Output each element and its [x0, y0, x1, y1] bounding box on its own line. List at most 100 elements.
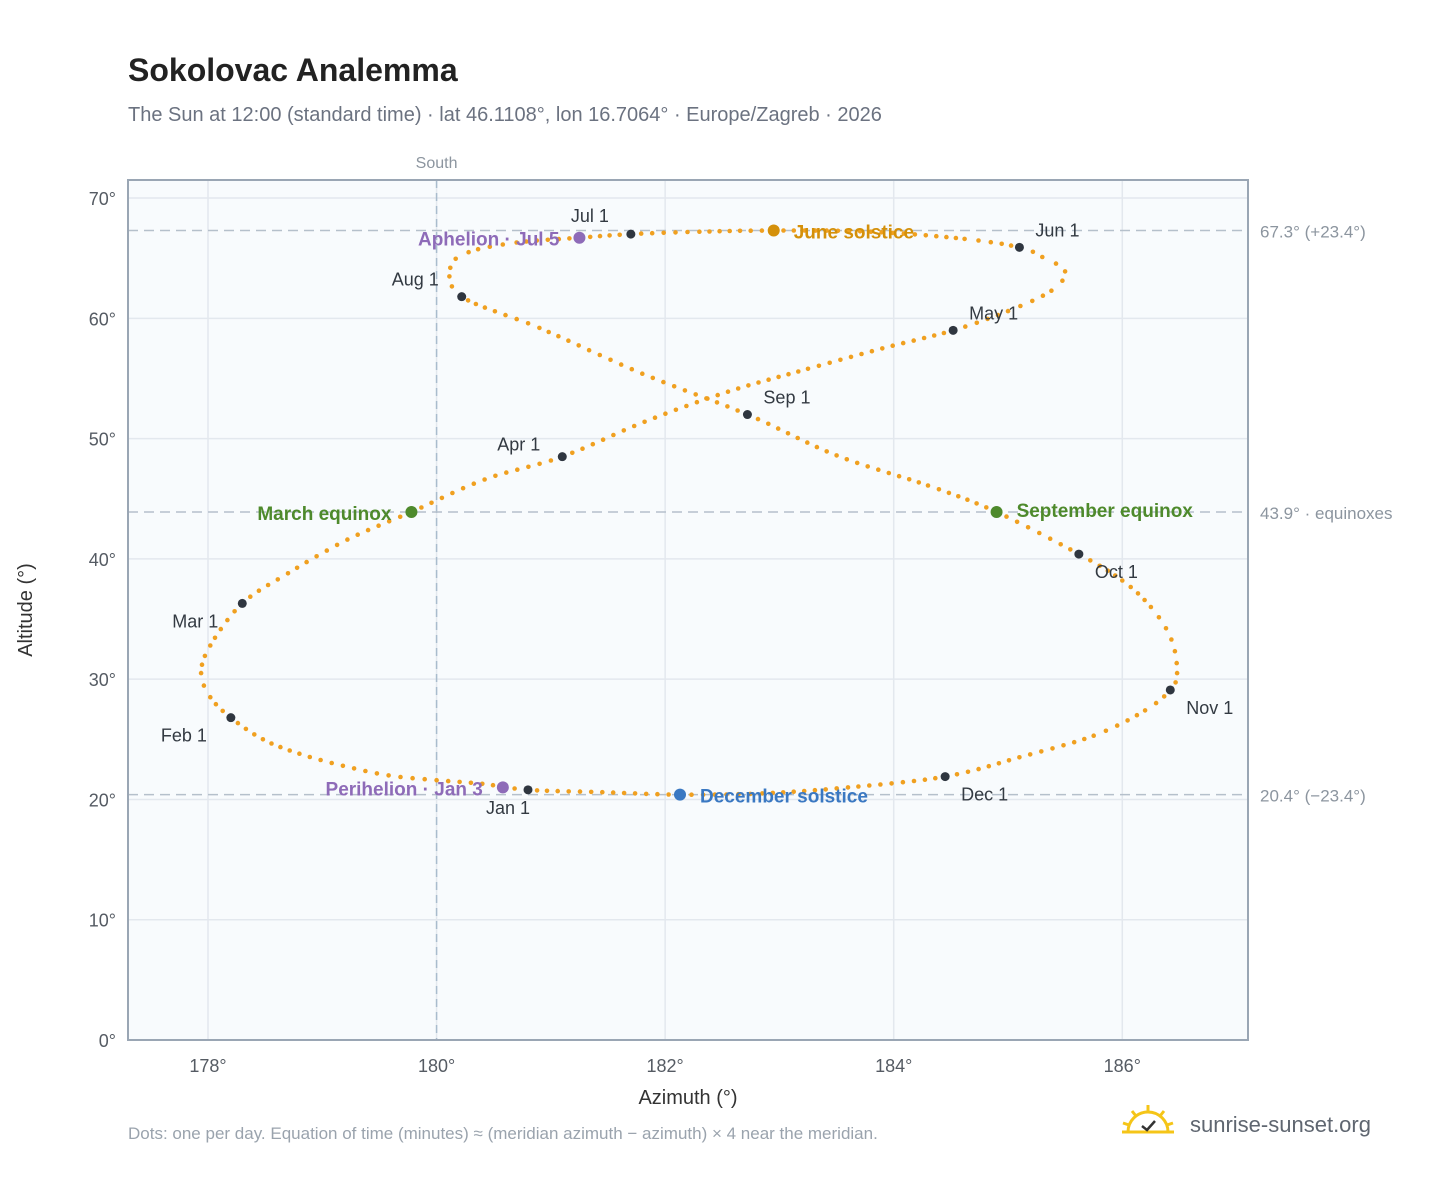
month-marker [226, 713, 236, 723]
daily-sun-dot [996, 761, 1002, 766]
month-label: Aug 1 [392, 270, 439, 290]
daily-sun-dot [791, 228, 797, 233]
daily-sun-dot [673, 230, 678, 235]
daily-sun-dot [450, 490, 455, 496]
daily-sun-dot [534, 238, 540, 243]
daily-sun-dot [725, 389, 731, 395]
daily-sun-dot [1142, 597, 1147, 603]
daily-sun-dot [867, 783, 872, 788]
daily-sun-dot [340, 763, 346, 769]
daily-sun-dot [748, 228, 753, 233]
daily-sun-dot [824, 449, 829, 454]
daily-sun-dot [856, 784, 861, 789]
month-label: Mar 1 [172, 611, 218, 631]
daily-sun-dot [976, 238, 981, 243]
y-tick-label: 10° [89, 911, 116, 931]
daily-sun-dot [448, 265, 453, 271]
daily-sun-dot [419, 505, 424, 510]
daily-sun-dot [429, 500, 434, 506]
daily-sun-dot [514, 240, 519, 245]
daily-sun-dot [287, 748, 293, 753]
daily-sun-dot [208, 694, 213, 700]
daily-sun-dot [275, 577, 281, 582]
daily-sun-dot [500, 242, 506, 247]
daily-sun-dot [725, 404, 730, 409]
month-marker [1165, 685, 1175, 695]
daily-sun-dot [813, 228, 818, 233]
daily-sun-dot [269, 741, 274, 746]
daily-sun-dot [621, 428, 627, 433]
daily-sun-dot [621, 790, 627, 796]
daily-sun-dot [756, 380, 761, 385]
daily-sun-dot [838, 357, 843, 363]
y-tick-label: 30° [89, 670, 116, 690]
chart-footnote: Dots: one per day. Equation of time (min… [128, 1124, 878, 1143]
daily-sun-dot [770, 790, 776, 796]
daily-sun-dot [812, 787, 818, 793]
daily-sun-dot [1120, 578, 1125, 583]
reference-line-label: 20.4° (−23.4°) [1260, 787, 1366, 806]
daily-sun-dot [671, 384, 677, 389]
month-marker [742, 410, 752, 420]
daily-sun-dot [1112, 573, 1118, 578]
event-label: June solstice [794, 223, 914, 244]
daily-sun-dot [555, 788, 560, 794]
daily-sun-dot [682, 388, 688, 393]
daily-sun-dot [1005, 308, 1011, 314]
daily-sun-dot [1142, 708, 1148, 713]
daily-sun-dot [737, 228, 743, 234]
daily-sun-dot [760, 791, 765, 796]
month-label: Jan 1 [486, 798, 530, 818]
daily-sun-dot [1169, 637, 1174, 642]
daily-sun-dot [473, 301, 479, 307]
daily-sun-dot [334, 542, 340, 548]
daily-sun-dot [755, 416, 761, 422]
daily-sun-dot [1174, 660, 1179, 666]
daily-sun-dot [576, 343, 581, 348]
daily-sun-dot [700, 792, 706, 797]
daily-sun-dot [805, 366, 811, 372]
month-label: Sep 1 [763, 388, 810, 408]
daily-sun-dot [434, 777, 439, 783]
daily-sun-dot [673, 407, 679, 413]
daily-sun-dot [566, 338, 571, 344]
daily-sun-dot [766, 421, 771, 427]
x-tick-label: 180° [418, 1056, 455, 1076]
daily-sun-dot [999, 241, 1004, 247]
daily-sun-dot [1025, 525, 1031, 530]
daily-sun-dot [307, 754, 313, 760]
daily-sun-dot [365, 527, 371, 533]
daily-sun-dot [629, 366, 635, 372]
daily-sun-dot [466, 249, 471, 255]
month-label: Dec 1 [961, 785, 1008, 805]
daily-sun-dot [567, 236, 572, 241]
daily-sun-dot [588, 789, 594, 795]
meridian-label: South [416, 155, 458, 172]
event-marker [573, 231, 586, 244]
daily-sun-dot [329, 760, 335, 766]
event-label: Aphelion · Jul 5 [418, 230, 560, 251]
daily-sun-dot [256, 588, 262, 593]
month-label: Nov 1 [1186, 698, 1233, 718]
month-marker [523, 785, 533, 795]
daily-sun-dot [374, 771, 380, 776]
brand-logo[interactable]: sunrise-sunset.org [1120, 1102, 1390, 1146]
daily-sun-dot [1053, 261, 1059, 266]
daily-sun-dot [816, 363, 822, 369]
daily-sun-dot [878, 782, 883, 787]
daily-sun-dot [632, 791, 638, 796]
daily-sun-dot [638, 231, 644, 236]
daily-sun-dot [976, 766, 981, 772]
daily-sun-dot [1114, 723, 1120, 728]
daily-sun-dot [824, 228, 829, 233]
plot-frame [127, 179, 1249, 1041]
daily-sun-dot [785, 431, 791, 436]
daily-sun-dot [608, 357, 613, 363]
daily-sun-dot [1049, 288, 1054, 294]
daily-sun-dot [748, 791, 753, 797]
daily-sun-dot [879, 230, 884, 235]
daily-sun-dot [212, 635, 218, 641]
daily-sun-dot [1058, 542, 1063, 547]
daily-sun-dot [600, 437, 606, 443]
daily-sun-dot [1050, 746, 1055, 751]
